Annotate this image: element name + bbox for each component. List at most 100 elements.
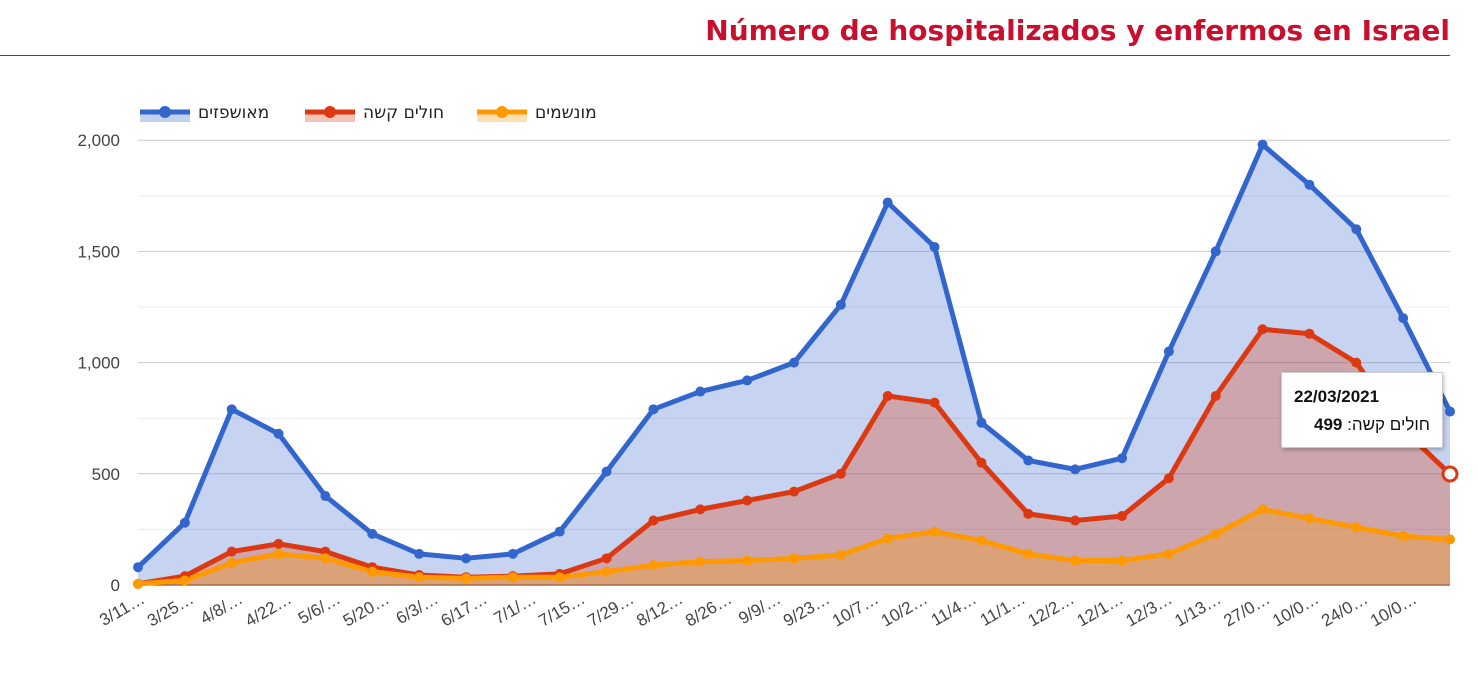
data-point: [789, 486, 799, 497]
data-point: [1351, 224, 1362, 235]
x-tick-label: 12/3…: [1123, 589, 1176, 631]
data-point: [976, 417, 987, 428]
x-tick-label: 11/1…: [977, 589, 1029, 630]
data-point: [226, 557, 237, 568]
data-point: [1210, 528, 1221, 539]
data-point: [789, 553, 799, 564]
data-point: [929, 526, 940, 537]
y-tick-label: 1,000: [77, 354, 120, 373]
data-point: [320, 491, 331, 502]
data-point: [929, 397, 940, 408]
data-point: [742, 375, 753, 386]
data-point: [1117, 511, 1127, 522]
series-area: [138, 329, 1450, 585]
data-point: [1117, 555, 1127, 566]
tooltip-date: 22/03/2021: [1294, 387, 1380, 406]
data-point: [1070, 464, 1081, 475]
legend-swatch-point: [324, 106, 336, 118]
data-point: [882, 390, 893, 401]
data-point: [1304, 328, 1315, 339]
x-tick-label: 8/12…: [633, 589, 686, 631]
x-tick-label: 7/29…: [584, 589, 637, 631]
data-point: [1445, 406, 1455, 417]
data-point: [1398, 531, 1409, 542]
data-point: [1023, 455, 1034, 466]
x-tick-label: 8/26…: [682, 589, 735, 631]
data-point: [601, 466, 612, 477]
x-tick-label: 5/20…: [340, 589, 393, 631]
data-point: [1210, 390, 1221, 401]
data-point: [1445, 534, 1455, 545]
x-tick-label: 6/3/…: [393, 589, 442, 628]
data-point: [1398, 313, 1409, 324]
data-point: [648, 404, 659, 415]
data-point: [695, 556, 706, 567]
data-point: [1257, 504, 1268, 515]
data-point: [320, 553, 331, 564]
y-tick-label: 1,500: [77, 242, 120, 261]
x-tick-label: 12/1…: [1074, 589, 1127, 631]
data-point: [1351, 357, 1362, 368]
data-point: [695, 386, 706, 397]
data-point: [367, 528, 378, 539]
grid-lines: [138, 139, 1450, 586]
data-point: [1304, 513, 1315, 524]
legend-label: מאושפזים: [198, 103, 269, 123]
title-underline: [0, 55, 1450, 56]
data-point: [273, 538, 284, 549]
data-point: [461, 553, 471, 564]
data-point: [882, 197, 893, 208]
data-point: [179, 517, 190, 528]
data-point: [133, 578, 143, 589]
data-point: [1163, 548, 1174, 559]
data-point: [835, 549, 846, 560]
legend-swatch-point: [159, 106, 171, 118]
x-tick-label: 6/17…: [438, 589, 491, 631]
data-point: [1070, 555, 1081, 566]
data-point: [461, 573, 471, 584]
data-point: [882, 533, 893, 544]
series-points: [133, 139, 1459, 589]
data-point: [1210, 246, 1221, 257]
y-axis: 0 500 1,000 1,500 2,000: [77, 131, 120, 595]
data-point: [1304, 179, 1315, 190]
x-tick-label: 12/2…: [1025, 589, 1078, 631]
chart-title: Número de hospitalizados y enfermos en I…: [705, 14, 1450, 47]
x-tick-label: 9/9/…: [735, 589, 784, 628]
data-point: [1257, 324, 1268, 335]
data-point: [976, 457, 987, 468]
series-area: [138, 509, 1450, 585]
x-tick-label: 5/6/…: [295, 589, 344, 628]
legend: מאושפזים חולים קשה מונשמים: [140, 103, 597, 123]
data-point: [601, 553, 612, 564]
x-tick-label: 9/23…: [780, 589, 833, 631]
x-tick-label: 10/0…: [1367, 589, 1420, 631]
y-tick-label: 2,000: [77, 131, 120, 150]
x-tick-label: 27/0…: [1220, 589, 1273, 631]
x-tick-label: 1/13…: [1171, 589, 1224, 631]
data-point: [789, 357, 799, 368]
data-point: [742, 555, 753, 566]
data-point: [133, 562, 143, 573]
x-tick-label: 4/22…: [242, 589, 295, 631]
data-point: [226, 546, 237, 557]
data-point: [1117, 453, 1127, 464]
data-point: [1257, 139, 1268, 150]
data-point: [835, 299, 846, 310]
x-tick-label: 10/2…: [878, 589, 931, 631]
data-point: [695, 504, 706, 515]
x-tick-label: 3/25…: [144, 589, 197, 631]
data-point: [835, 468, 846, 479]
legend-label: מונשמים: [535, 103, 597, 123]
legend-swatch-point: [496, 106, 508, 118]
data-point: [929, 241, 940, 252]
data-point: [367, 566, 378, 577]
data-point: [601, 566, 612, 577]
data-point: [226, 404, 237, 415]
data-point: [554, 526, 565, 537]
x-tick-label: 10/7…: [829, 589, 882, 631]
x-tick-label: 11/4…: [928, 589, 980, 630]
tooltip-series: חולים קשה: [1351, 415, 1430, 434]
x-tick-label: 7/1/…: [491, 589, 540, 628]
